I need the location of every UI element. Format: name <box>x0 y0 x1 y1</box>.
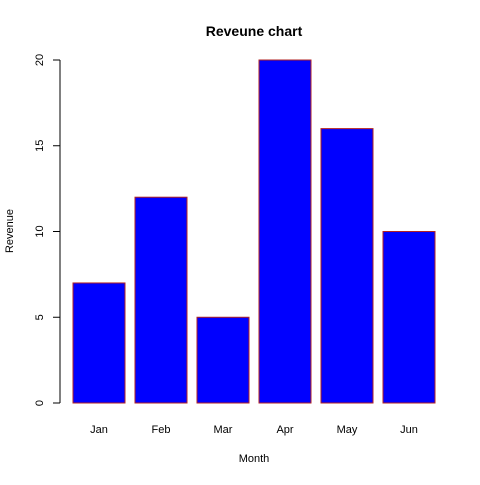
y-axis: 0 5 10 15 20 <box>34 54 61 406</box>
x-axis-label: Month <box>239 453 270 465</box>
bar <box>196 316 250 404</box>
x-tick-label: Jun <box>400 424 418 436</box>
x-tick-label: May <box>337 424 358 436</box>
bars <box>72 59 436 404</box>
bar <box>382 231 436 404</box>
x-tick-label: Mar <box>214 424 233 436</box>
y-tick-label: 5 <box>34 314 46 320</box>
x-tick-label: Jan <box>90 424 108 436</box>
bar <box>134 196 188 404</box>
y-tick-label: 0 <box>34 400 46 406</box>
x-tick-label: Feb <box>152 424 171 436</box>
y-tick-label: 10 <box>34 225 46 237</box>
y-axis-label: Revenue <box>4 209 16 253</box>
x-tick-label: Apr <box>276 424 293 436</box>
y-tick-label: 20 <box>34 54 46 66</box>
bar <box>72 282 126 404</box>
bar <box>258 59 312 404</box>
x-axis-tick-labels: Jan Feb Mar Apr May Jun <box>90 424 418 436</box>
chart-title: Reveune chart <box>206 23 303 39</box>
y-tick-label: 15 <box>34 140 46 152</box>
bar <box>320 128 374 404</box>
